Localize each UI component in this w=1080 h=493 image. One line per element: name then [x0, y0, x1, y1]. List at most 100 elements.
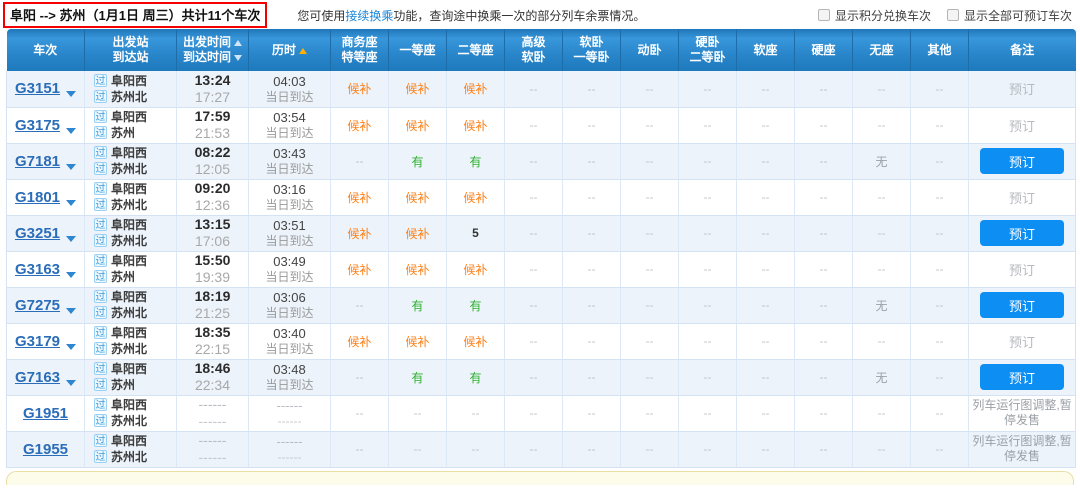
train-number-link[interactable]: G7275	[14, 296, 61, 314]
expand-train-icon[interactable]	[66, 379, 77, 386]
train-number-link[interactable]: G1955	[22, 440, 69, 458]
pass-station-tag-icon: 过	[94, 378, 107, 391]
duration-cell: 03:54 当日到达	[248, 107, 331, 144]
seat-availability-cell: --	[794, 431, 853, 468]
book-disabled-text: 预订	[1008, 262, 1035, 278]
expand-train-icon[interactable]	[66, 199, 77, 206]
remark-cell: 预订	[968, 143, 1076, 180]
seat-availability-cell: --	[910, 143, 969, 180]
train-number-link[interactable]: G3251	[14, 224, 61, 242]
sort-duration-active-icon[interactable]	[299, 47, 307, 54]
expand-train-icon[interactable]	[66, 127, 77, 134]
seat-availability-cell: 候补	[330, 251, 389, 288]
train-cell: G1951	[6, 395, 85, 432]
duration-cell: ------ ------	[248, 395, 331, 432]
filter-points-exchange[interactable]: 显示积分兑换车次	[817, 7, 931, 24]
sort-departure-asc-icon[interactable]	[234, 40, 242, 46]
transfer-notice: 您可使用接续换乘功能，查询途中换乘一次的部分列车余票情况。	[297, 7, 645, 24]
arrival-station: 苏州北	[111, 89, 148, 104]
train-number-link[interactable]: G3163	[14, 260, 61, 278]
train-results-table: 车次 出发站 到达站 出发时间 到达时间 历时 商务座 特等座 一等座 二等座 …	[6, 29, 1076, 468]
departure-time: 17:59	[194, 108, 231, 124]
expand-train-icon[interactable]	[66, 163, 77, 170]
train-number-link[interactable]: G7181	[14, 152, 61, 170]
arrival-time: 21:53	[194, 125, 231, 141]
all-bookable-checkbox[interactable]	[946, 9, 959, 21]
seat-availability-cell: --	[562, 71, 621, 108]
duration-value: 04:03	[273, 73, 306, 89]
seat-availability-cell: --	[620, 71, 679, 108]
seat-availability-cell: --	[736, 215, 795, 252]
seat-availability-cell: --	[736, 431, 795, 468]
expand-train-icon[interactable]	[66, 235, 77, 242]
train-number-link[interactable]: G3179	[14, 332, 61, 350]
seat-availability-cell: --	[736, 251, 795, 288]
seat-availability-cell: --	[910, 395, 969, 432]
duration-value: 03:16	[273, 182, 306, 197]
train-row: G3251 过阜阳西 过苏州北 13:15 17:06 03:51 当日到达 候…	[6, 215, 1076, 252]
seat-availability-cell: --	[794, 215, 853, 252]
seat-availability-cell: --	[504, 215, 563, 252]
expand-train-icon[interactable]	[66, 271, 77, 278]
arrive-day-label: 当日到达	[265, 234, 314, 248]
book-button[interactable]: 预订	[980, 364, 1064, 390]
times-cell: ------ ------	[176, 395, 249, 432]
train-number-link[interactable]: G3151	[14, 80, 61, 98]
points-exchange-checkbox[interactable]	[817, 9, 830, 21]
seat-availability-cell: --	[910, 71, 969, 108]
train-number-link[interactable]: G3175	[14, 116, 61, 134]
seat-availability-cell: 候补	[388, 107, 447, 144]
seat-availability-cell: 候补	[388, 323, 447, 360]
book-button[interactable]: 预订	[980, 148, 1064, 174]
train-row: G7163 过阜阳西 过苏州 18:46 22:34 03:48 当日到达 --…	[6, 359, 1076, 396]
seat-availability-cell: --	[504, 323, 563, 360]
expand-train-icon[interactable]	[66, 91, 77, 98]
sort-arrival-desc-icon[interactable]	[234, 55, 242, 61]
transfer-link[interactable]: 接续换乘	[345, 8, 394, 23]
route-date: （1月1日 周三）	[85, 8, 182, 23]
arrival-time: 12:36	[194, 197, 231, 213]
train-number-link[interactable]: G7163	[14, 368, 61, 386]
book-button[interactable]: 预订	[980, 220, 1064, 246]
expand-train-icon[interactable]	[66, 343, 77, 350]
table-header: 车次 出发站 到达站 出发时间 到达时间 历时 商务座 特等座 一等座 二等座 …	[6, 29, 1076, 71]
seat-availability-cell: --	[562, 431, 621, 468]
seat-availability-cell: --	[678, 107, 737, 144]
arrive-day-label: 当日到达	[265, 126, 314, 140]
seat-availability-cell: --	[852, 215, 911, 252]
train-number-link[interactable]: G1801	[14, 188, 61, 206]
notice-suffix: 功能，查询途中换乘一次的部分列车余票情况。	[393, 8, 646, 23]
seat-availability-cell: 无	[852, 287, 911, 324]
arrival-time: ------	[198, 413, 227, 429]
expand-train-icon[interactable]	[66, 307, 77, 314]
seat-availability-cell: --	[794, 179, 853, 216]
seat-availability-cell: --	[794, 287, 853, 324]
seat-availability-cell: --	[736, 359, 795, 396]
pass-station-tag-icon: 过	[94, 414, 107, 427]
departure-time: 08:22	[194, 144, 231, 160]
seat-availability-cell: --	[736, 71, 795, 108]
duration-cell: ------ ------	[248, 431, 331, 468]
filter-all-bookable[interactable]: 显示全部可预订车次	[946, 7, 1072, 24]
arrival-time: 12:05	[194, 161, 231, 177]
pass-station-tag-icon: 过	[94, 306, 107, 319]
stations-cell: 过阜阳西 过苏州北	[84, 323, 177, 360]
seat-availability-cell: --	[910, 359, 969, 396]
remark-cell: 列车运行图调整,暂停发售	[968, 395, 1076, 432]
seat-availability-cell: --	[620, 251, 679, 288]
train-number-link[interactable]: G1951	[22, 404, 69, 422]
times-cell: 08:22 12:05	[176, 143, 249, 180]
seat-availability-cell: --	[504, 359, 563, 396]
col-stations: 出发站 到达站	[84, 29, 177, 71]
train-cell: G7181	[6, 143, 85, 180]
departure-time: 18:46	[194, 360, 231, 376]
book-button[interactable]: 预订	[980, 292, 1064, 318]
query-summary-bar: 阜阳 --> 苏州（1月1日 周三）共计11个车次 您可使用接续换乘功能，查询途…	[0, 0, 1080, 28]
duration-value: 03:06	[273, 290, 306, 305]
times-cell: 17:59 21:53	[176, 107, 249, 144]
seat-availability-cell: --	[562, 143, 621, 180]
times-cell: 15:50 19:39	[176, 251, 249, 288]
train-row: G3163 过阜阳西 过苏州 15:50 19:39 03:49 当日到达 候补…	[6, 251, 1076, 288]
departure-station: 阜阳西	[111, 146, 148, 160]
duration-cell: 03:51 当日到达	[248, 215, 331, 252]
